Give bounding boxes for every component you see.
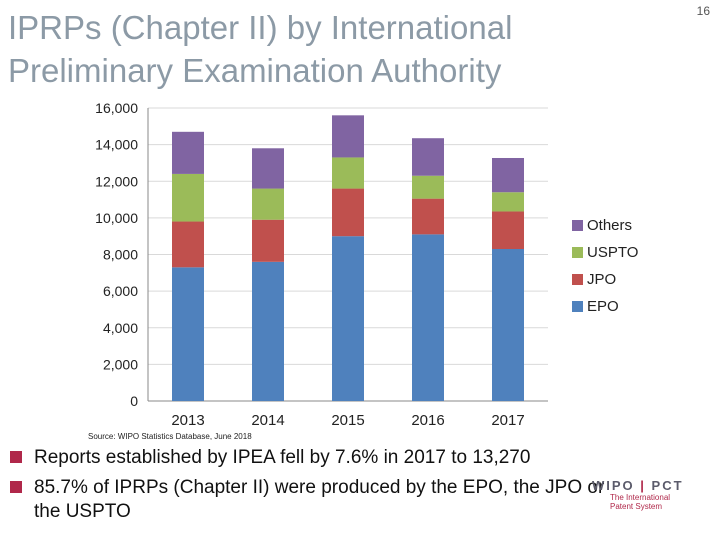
- x-tick-label: 2015: [331, 412, 364, 429]
- legend-label: USPTO: [587, 244, 638, 261]
- bar-segment-others: [332, 115, 364, 158]
- bar-segment-jpo: [172, 221, 204, 268]
- bar-segment-uspto: [172, 173, 204, 222]
- legend-swatch: [572, 247, 583, 258]
- logo-wipo: WIPO: [592, 478, 635, 493]
- bar-segment-jpo: [332, 188, 364, 237]
- bar-segment-jpo: [492, 211, 524, 250]
- legend-swatch: [572, 220, 583, 231]
- bar-segment-epo: [172, 267, 204, 401]
- bullet-item: 85.7% of IPRPs (Chapter II) were produce…: [10, 476, 610, 524]
- x-tick-label: 2016: [411, 412, 444, 429]
- legend-swatch: [572, 301, 583, 312]
- page-number: 16: [696, 4, 710, 18]
- bar-segment-uspto: [332, 157, 364, 189]
- bar-segment-others: [492, 157, 524, 193]
- bar-segment-epo: [332, 236, 364, 401]
- y-tick-label: 10,000: [95, 210, 138, 226]
- y-tick-label: 16,000: [95, 100, 138, 116]
- legend-swatch: [572, 274, 583, 285]
- page-title: IPRPs (Chapter II) by International Prel…: [8, 9, 513, 89]
- y-tick-label: 14,000: [95, 137, 138, 153]
- bullet-square-icon: [10, 481, 22, 493]
- bar-segment-jpo: [412, 198, 444, 235]
- bar-segment-uspto: [412, 175, 444, 199]
- bullet-text: Reports established by IPEA fell by 7.6%…: [34, 447, 531, 468]
- bar-segment-others: [252, 148, 284, 189]
- y-tick-label: 8,000: [103, 247, 138, 263]
- x-tick-label: 2017: [491, 412, 524, 429]
- bullet-text: 85.7% of IPRPs (Chapter II) were produce…: [34, 477, 605, 522]
- bullet-list: Reports established by IPEA fell by 7.6%…: [10, 446, 610, 530]
- bullet-square-icon: [10, 451, 22, 463]
- bar-segment-epo: [412, 234, 444, 401]
- source-note: Source: WIPO Statistics Database, June 2…: [88, 432, 252, 441]
- x-tick-label: 2014: [251, 412, 284, 429]
- y-tick-label: 6,000: [103, 283, 138, 299]
- y-tick-label: 0: [130, 393, 138, 409]
- bar-segment-others: [172, 131, 204, 174]
- legend-label: EPO: [587, 298, 619, 315]
- bullet-item: Reports established by IPEA fell by 7.6%…: [10, 446, 610, 470]
- bar-segment-jpo: [252, 219, 284, 262]
- y-tick-label: 4,000: [103, 320, 138, 336]
- y-tick-label: 12,000: [95, 173, 138, 189]
- logo-pct: PCT: [651, 478, 684, 493]
- legend-label: JPO: [587, 271, 616, 288]
- bar-segment-uspto: [252, 188, 284, 220]
- legend-label: Others: [587, 217, 632, 234]
- x-tick-label: 2013: [171, 412, 204, 429]
- bar-segment-epo: [492, 249, 524, 401]
- bar-segment-others: [412, 138, 444, 176]
- bar-segment-uspto: [492, 192, 524, 212]
- logo-tagline: The International Patent System: [610, 493, 671, 511]
- bar-segment-epo: [252, 261, 284, 401]
- wipo-pct-logo: WIPO | PCT The International Patent Syst…: [592, 478, 684, 511]
- y-tick-label: 2,000: [103, 356, 138, 372]
